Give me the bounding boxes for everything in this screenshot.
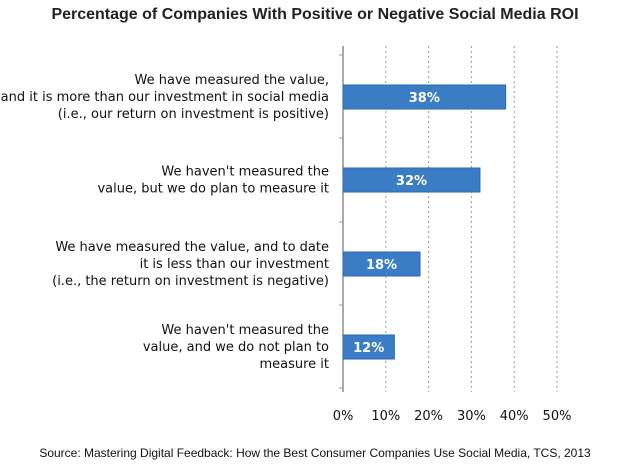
x-tick-label: 20% (414, 409, 443, 424)
category-label: We haven't measured the value, but we do … (97, 165, 329, 197)
data-label: 38% (409, 91, 440, 106)
x-tick-label: 0% (333, 409, 354, 424)
category-label-line: (i.e., the return on investment is negat… (52, 274, 329, 289)
category-label-line: We have measured the value, and to date (55, 240, 329, 255)
x-tick-label: 30% (457, 409, 486, 424)
x-axis-ticks: 0% 10% 20% 30% 40% 50% (333, 409, 572, 424)
category-label-line: value, but we do plan to measure it (97, 182, 329, 197)
x-tick-label: 10% (371, 409, 400, 424)
bars: 38% 32% 18% 12% (342, 84, 507, 360)
category-label-line: it is less than our investment (140, 257, 329, 272)
category-labels: We have measured the value, and it is mor… (1, 73, 329, 372)
source-note: Source: Mastering Digital Feedback: How … (39, 446, 591, 460)
data-label: 32% (396, 174, 427, 189)
category-label-line: value, and we do not plan to (143, 340, 329, 355)
bar (342, 167, 481, 193)
category-label-line: (i.e., our return on investment is posit… (58, 107, 329, 122)
category-label-line: We haven't measured the (161, 165, 329, 180)
bar (342, 251, 421, 277)
x-tick-label: 40% (500, 409, 529, 424)
data-label: 18% (366, 258, 397, 273)
bar (342, 84, 507, 110)
category-label-line: measure it (259, 357, 329, 372)
category-label: We have measured the value, and it is mor… (1, 73, 329, 122)
category-label-line: We have measured the value, (135, 73, 329, 88)
category-label-line: and it is more than our investment in so… (1, 90, 329, 105)
category-label: We haven't measured the value, and we do … (143, 323, 329, 372)
bar (342, 334, 395, 360)
category-label: We have measured the value, and to date i… (52, 240, 329, 289)
x-tick-label: 50% (543, 409, 572, 424)
data-label: 12% (353, 341, 384, 356)
chart-title: Percentage of Companies With Positive or… (51, 6, 579, 23)
category-label-line: We haven't measured the (161, 323, 329, 338)
